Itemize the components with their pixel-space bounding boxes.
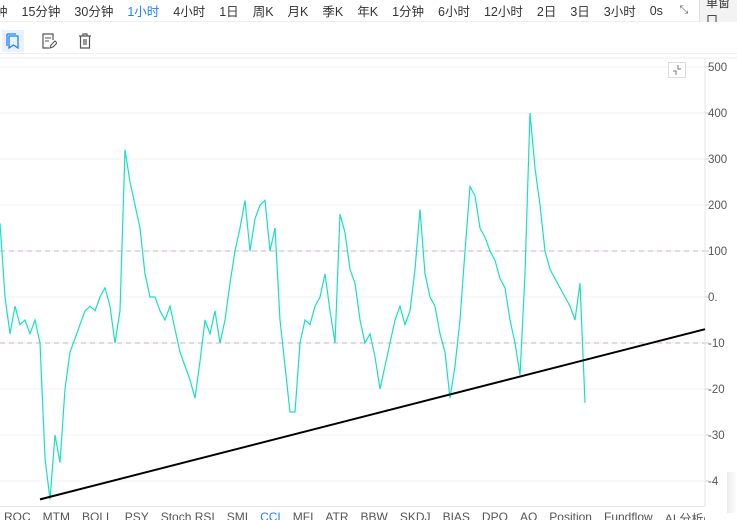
indicator-tab-6[interactable]: CCI: [260, 510, 281, 520]
indicator-tab-8[interactable]: ATR: [325, 510, 349, 520]
cci-line: [0, 112, 586, 500]
interval-10[interactable]: 1分钟: [392, 5, 425, 19]
single-window-button[interactable]: 单窗口: [699, 0, 737, 22]
collapse-icon: [673, 65, 681, 75]
cci-chart[interactable]: 500 400 300 200 100 0. -10 -20 -30 -4: [0, 0, 737, 506]
indicator-tab-5[interactable]: SMI: [226, 510, 249, 520]
indicator-tab-16[interactable]: AI 分析(VOL): [664, 512, 705, 520]
interval-16[interactable]: 0s: [649, 3, 663, 18]
interval-15[interactable]: 3小时: [603, 5, 636, 19]
side-panel-edge: [727, 472, 737, 513]
y-tick-label: 400: [708, 108, 727, 120]
indicator-tab-13[interactable]: AO: [519, 510, 538, 520]
indicator-tab-9[interactable]: BBW: [360, 510, 388, 520]
y-tick-label: -10: [708, 338, 725, 350]
y-tick-label: -4: [708, 476, 719, 488]
y-tick-label: 200: [708, 200, 727, 212]
y-tick-label: 0.: [708, 292, 718, 304]
interval-bar: 钟 15分钟 30分钟 1小时 4小时 1日 周K 月K 季K 年K 1分钟 6小时 12小时 2日 3日 3…: [0, 0, 737, 22]
y-tick-label: 500: [708, 62, 727, 74]
interval-5[interactable]: 1日: [219, 5, 239, 19]
interval-11[interactable]: 6小时: [438, 5, 470, 19]
shrink-icon[interactable]: ⤡: [679, 4, 689, 16]
trash-icon: [79, 32, 91, 49]
interval-2[interactable]: 30分钟: [74, 5, 114, 19]
indicator-tab-15[interactable]: Fundflow: [603, 510, 653, 520]
indicator-tab-1[interactable]: MTM: [42, 510, 70, 520]
indicator-tab-2[interactable]: BOLL: [82, 510, 113, 520]
indicator-tab-7[interactable]: MFI: [292, 510, 314, 520]
interval-7[interactable]: 月K: [287, 5, 309, 19]
interval-9[interactable]: 年K: [357, 5, 379, 19]
indicator-bar: ROC MTM BOLL PSY Stoch RSI SMI CCI MFI ATR BBW SKD…: [0, 506, 705, 520]
edit-note-icon: [42, 32, 57, 49]
interval-3[interactable]: 1小时: [127, 5, 160, 19]
interval-13[interactable]: 2日: [536, 5, 557, 19]
drawing-toolbar: [0, 28, 737, 54]
indicator-tab-11[interactable]: BIAS: [442, 510, 470, 520]
interval-6[interactable]: 周K: [252, 5, 274, 19]
interval-1[interactable]: 15分钟: [21, 5, 61, 19]
trend-line: [39, 328, 706, 501]
y-tick-label: 100: [708, 246, 727, 258]
interval-12[interactable]: 12小时: [483, 5, 523, 19]
indicator-tab-12[interactable]: DPO: [481, 510, 508, 520]
indicator-tab-3[interactable]: PSY: [124, 510, 149, 520]
interval-4[interactable]: 4小时: [173, 5, 206, 19]
interval-8[interactable]: 季K: [322, 5, 344, 19]
y-tick-label: -30: [708, 430, 725, 442]
indicator-tab-14[interactable]: Position: [549, 510, 592, 520]
bookmark-icon: [6, 32, 19, 49]
delete-button[interactable]: [74, 30, 96, 52]
indicator-tab-10[interactable]: SKDJ: [399, 510, 431, 520]
indicator-tab-0[interactable]: ROC: [4, 510, 31, 520]
collapse-chart-button[interactable]: [668, 62, 686, 78]
indicator-tab-4[interactable]: Stoch RSI: [160, 510, 215, 520]
interval-14[interactable]: 3日: [570, 5, 590, 19]
y-tick-label: -20: [708, 384, 725, 396]
bookmark-button[interactable]: [2, 29, 24, 52]
interval-0[interactable]: 钟: [0, 5, 8, 19]
y-tick-label: 300: [708, 154, 727, 166]
edit-note-button[interactable]: [38, 30, 60, 52]
